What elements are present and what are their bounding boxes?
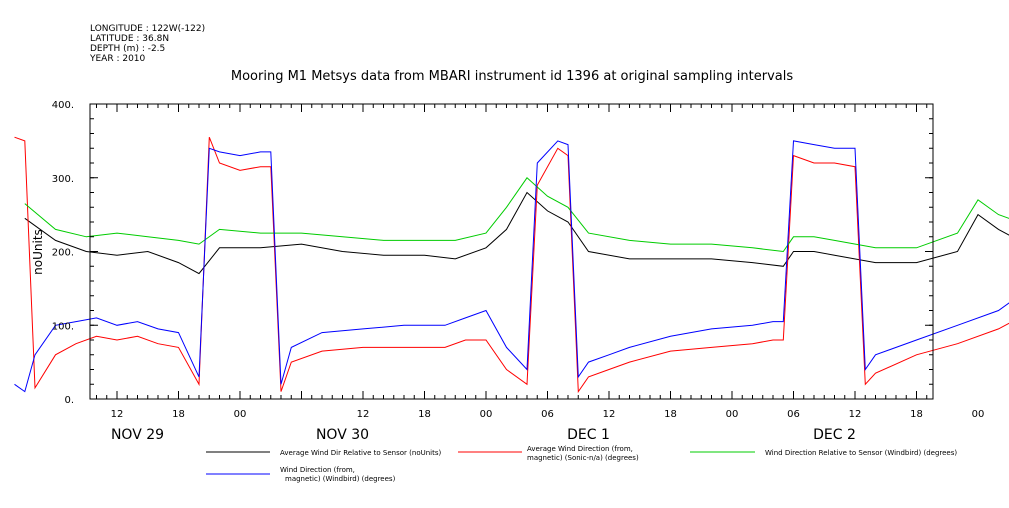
legend-label-wb-dir: Wind Direction (from, magnetic) (Windbir…: [280, 466, 396, 483]
meta-line-latitude: LATITUDE : 36.8N: [90, 34, 169, 44]
x-tick-label: 18: [418, 409, 431, 420]
x-day-label: DEC 2: [813, 427, 856, 443]
x-tick-label: 00: [726, 409, 739, 420]
x-tick-label: 06: [787, 409, 800, 420]
y-axis-label: noUnits: [31, 229, 45, 275]
x-tick-label: 12: [603, 409, 616, 420]
legend-label-avg-rel: Average Wind Dir Relative to Sensor (noU…: [280, 449, 441, 457]
x-tick-label: 00: [480, 409, 493, 420]
x-tick-label: 12: [357, 409, 370, 420]
x-day-label: NOV 30: [316, 427, 369, 443]
y-tick-label: 0.: [64, 395, 74, 406]
x-day-label: NOV 29: [111, 427, 164, 443]
meta-line-year: YEAR : 2010: [89, 54, 146, 64]
legend-label-wb-rel: Wind Direction Relative to Sensor (Windb…: [765, 449, 957, 457]
y-tick-label: 100.: [52, 321, 74, 332]
meta-line-depth: DEPTH (m) : -2.5: [90, 44, 165, 54]
x-tick-label: 12: [849, 409, 862, 420]
metadata-block: LONGITUDE : 122W(-122) LATITUDE : 36.8N …: [89, 24, 205, 64]
x-tick-label: 18: [910, 409, 923, 420]
x-tick-label: 12: [111, 409, 124, 420]
y-axis: 0. 100. 200. 300. 400.: [52, 100, 933, 406]
x-tick-label: 00: [234, 409, 247, 420]
y-tick-label: 400.: [52, 100, 74, 111]
x-day-label: DEC 1: [567, 427, 610, 443]
x-tick-label: 06: [541, 409, 554, 420]
x-tick-label: 00: [972, 409, 985, 420]
y-tick-label: 300.: [52, 174, 74, 185]
legend: Average Wind Dir Relative to Sensor (noU…: [206, 445, 957, 483]
meta-line-longitude: LONGITUDE : 122W(-122): [90, 24, 205, 34]
x-tick-label: 18: [172, 409, 185, 420]
series-group: [15, 137, 1009, 391]
y-tick-label: 200.: [52, 248, 74, 259]
x-tick-label: 18: [664, 409, 677, 420]
legend-label-avg-dir: Average Wind Direction (from, magnetic) …: [527, 445, 639, 462]
chart-title: Mooring M1 Metsys data from MBARI instru…: [231, 69, 793, 84]
